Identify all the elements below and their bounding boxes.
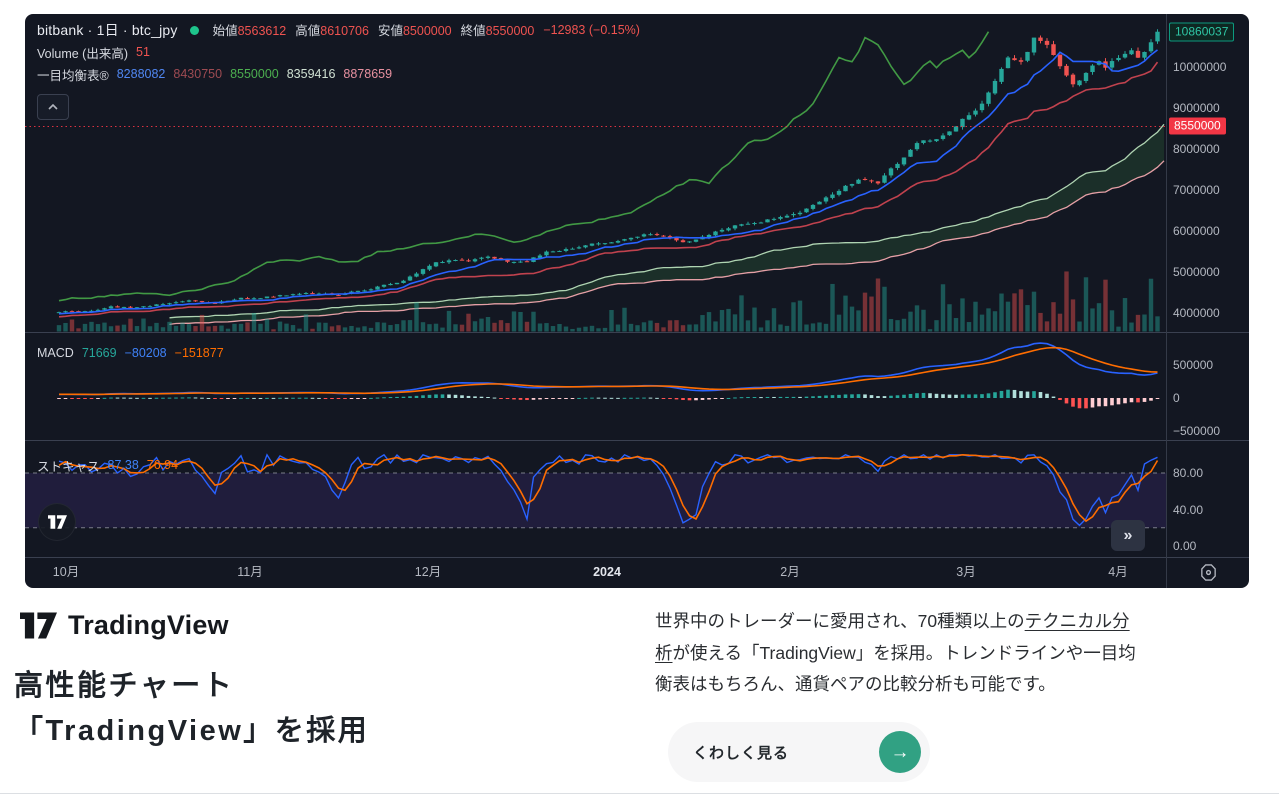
macd-value: 71669	[81, 346, 117, 360]
tradingview-brand: TradingView	[20, 610, 229, 641]
collapse-legend-button[interactable]	[37, 94, 69, 120]
brand-name: TradingView	[68, 610, 229, 640]
ohlc-value: 8563612	[237, 24, 287, 38]
time-axis-label[interactable]: 4月	[1108, 565, 1128, 579]
stoch-axis-tick[interactable]: 0.00	[1173, 539, 1197, 553]
ichimoku-values: 8288082 8430750 8550000 8359416 8878659	[117, 65, 400, 83]
high-price-tag[interactable]: 10860037	[1169, 22, 1235, 42]
chart-canvas[interactable]	[25, 14, 1166, 557]
time-axis[interactable]: 10月 11月 12月 2024 2月 3月 4月	[25, 557, 1249, 588]
time-axis-label[interactable]: 2月	[780, 565, 800, 579]
macd-axis-tick[interactable]: 500000	[1173, 358, 1214, 372]
macd-value: −151877	[174, 346, 224, 360]
ichimoku-value: 8288082	[116, 67, 166, 81]
learn-more-button[interactable]: くわしく見る →	[668, 722, 930, 782]
symbol-title[interactable]: bitbank · 1日 · btc_jpy	[37, 22, 178, 38]
ohlc-label: 終値	[460, 24, 486, 38]
price-change: −12983 (−0.15%)	[543, 23, 640, 37]
price-axis-tick[interactable]: 9000000	[1173, 101, 1220, 115]
volume-row[interactable]: Volume (出来高) 51	[37, 41, 640, 63]
price-axis-tick[interactable]: 10000000	[1173, 60, 1227, 74]
stoch-values: 87.38 76.94	[108, 456, 187, 474]
ohlc-pair: 安値8500000	[378, 24, 452, 38]
stoch-value: 76.94	[146, 458, 179, 472]
time-axis-label[interactable]: 10月	[52, 565, 80, 579]
last-price-tag[interactable]: 8550000	[1169, 117, 1226, 135]
time-axis-label[interactable]: 2024	[593, 565, 621, 579]
stoch-legend[interactable]: ストキャス 87.38 76.94	[37, 456, 186, 474]
axis-settings-gear-icon[interactable]	[1197, 561, 1220, 584]
time-axis-label[interactable]: 3月	[956, 565, 976, 579]
heading-line2: 「TradingView」を採用	[14, 715, 370, 747]
ichimoku-value: 8359416	[286, 67, 336, 81]
ichimoku-label: 一目均衡表®	[37, 68, 109, 83]
ohlc-value: 8500000	[402, 24, 452, 38]
time-axis-label[interactable]: 11月	[237, 565, 263, 579]
ohlc-pair: 終値8550000	[461, 24, 535, 38]
stoch-axis-tick[interactable]: 40.00	[1173, 502, 1204, 517]
chart-legend: bitbank · 1日 · btc_jpy 始値8563612 高値861070…	[37, 19, 640, 120]
expand-pane-button[interactable]: »	[1111, 520, 1145, 551]
technical-analysis-link[interactable]: テクニカル分析	[655, 611, 1130, 663]
pane-separator-main-macd[interactable]	[25, 332, 1249, 333]
ichimoku-value: 8430750	[173, 67, 223, 81]
stoch-value: 87.38	[107, 458, 139, 472]
arrow-right-icon: →	[890, 741, 910, 763]
price-axis-tick[interactable]: 4000000	[1173, 306, 1220, 320]
price-axis-tick[interactable]: 8000000	[1173, 142, 1220, 156]
volume-label: Volume (出来高)	[37, 46, 128, 61]
symbol-row: bitbank · 1日 · btc_jpy 始値8563612 高値861070…	[37, 19, 640, 41]
ohlc-label: 安値	[377, 24, 403, 38]
learn-more-label: くわしく見る	[693, 744, 790, 762]
stoch-label: ストキャス	[37, 459, 100, 474]
price-axis-tick[interactable]: 7000000	[1173, 183, 1220, 197]
price-axis-tick[interactable]: 6000000	[1173, 224, 1220, 238]
ichimoku-value: 8550000	[230, 67, 279, 81]
ohlc-pair: 高値8610706	[295, 24, 369, 38]
ohlc-label: 高値	[295, 24, 321, 38]
macd-values: 71669 −80208 −151877	[82, 344, 232, 362]
ichimoku-row[interactable]: 一目均衡表® 8288082 8430750 8550000 8359416 88786…	[37, 63, 640, 85]
macd-legend[interactable]: MACD 71669 −80208 −151877	[37, 344, 232, 362]
paragraph-text-pre: 世界中のトレーダーに愛用され、70種類以上の	[655, 611, 1025, 631]
ohlc-pair: 始値8563612	[213, 24, 287, 38]
heading-line1: 高性能チャート	[14, 670, 235, 702]
volume-value: 51	[136, 45, 150, 59]
ohlc-value: 8550000	[485, 24, 535, 38]
macd-axis-tick[interactable]: −500000	[1173, 424, 1221, 438]
macd-value: −80208	[124, 346, 167, 360]
ichimoku-value: 8878659	[343, 67, 393, 81]
ohlc-values: 始値8563612 高値8610706 安値8500000 終値8550000	[213, 20, 544, 40]
stoch-axis-tick[interactable]: 80.00	[1173, 466, 1204, 480]
price-axis-border	[1166, 14, 1167, 588]
tradingview-logo-icon	[20, 612, 57, 639]
section-paragraph: 世界中のトレーダーに愛用され、70種類以上のテクニカル分析が使える「Tradin…	[655, 606, 1147, 701]
pane-separator-stoch-timeaxis	[25, 557, 1249, 558]
tradingview-chart-widget[interactable]: bitbank · 1日 · btc_jpy 始値8563612 高値861070…	[25, 14, 1249, 588]
macd-label: MACD	[37, 346, 74, 360]
cta-circle: →	[879, 731, 921, 773]
paragraph-text-post: が使える「TradingView」を採用。トレンドラインや一目均衡表はもちろん、…	[655, 642, 1136, 695]
pane-separator-macd-stoch[interactable]	[25, 440, 1249, 441]
price-axis-tick[interactable]: 5000000	[1173, 265, 1220, 279]
chevron-up-icon	[48, 104, 58, 110]
tradingview-watermark-icon[interactable]	[38, 503, 76, 541]
section-heading: 高性能チャート 「TradingView」を採用	[14, 664, 369, 754]
ohlc-value: 8610706	[320, 24, 369, 38]
macd-axis-tick[interactable]: 0	[1173, 391, 1180, 405]
market-status-dot-icon	[189, 25, 199, 35]
ohlc-label: 始値	[212, 24, 238, 38]
time-axis-label[interactable]: 12月	[414, 565, 442, 579]
